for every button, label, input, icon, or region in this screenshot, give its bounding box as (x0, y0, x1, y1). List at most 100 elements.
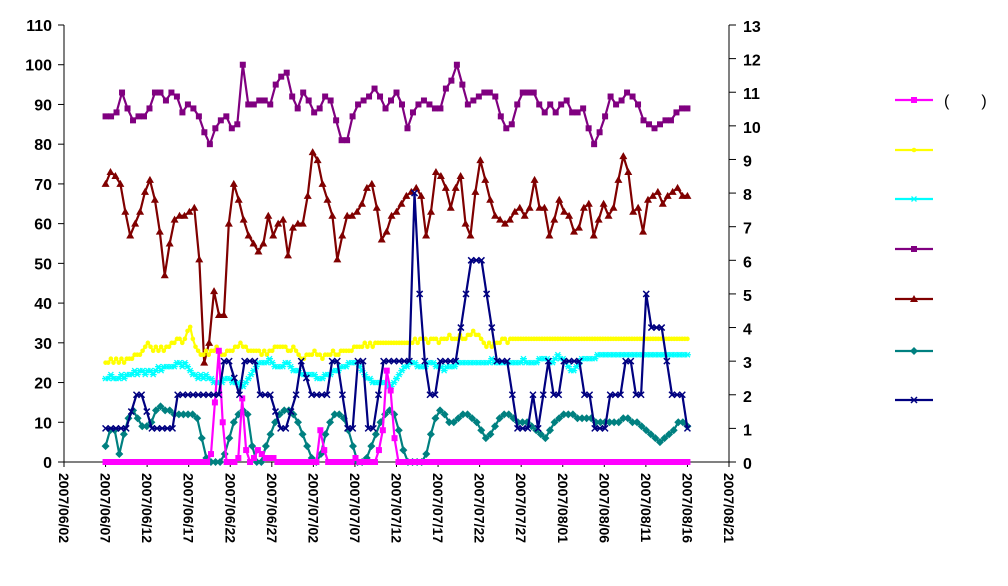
series-5-point (628, 418, 637, 427)
x-tick-label: 2007/08/11 (638, 473, 654, 543)
series-0-point (106, 459, 113, 465)
series-3-point (366, 93, 373, 100)
series-3-point (613, 101, 620, 108)
series-6-point (369, 424, 377, 432)
series-5-point (193, 414, 202, 423)
series-1-point (206, 352, 212, 358)
series-3-point (311, 109, 318, 116)
series-4-point (224, 219, 233, 227)
series-4-point (190, 203, 199, 211)
series-0-point (379, 427, 386, 434)
x-tick-label: 2007/07/27 (513, 473, 529, 543)
y-right-tick-label: 4 (743, 322, 752, 339)
y-right-tick-label: 8 (743, 187, 752, 204)
series-5-point (184, 410, 193, 419)
series-0-point (325, 459, 332, 465)
series-1-point (470, 328, 476, 334)
series-0-point (489, 459, 496, 465)
series-0-point (532, 459, 539, 465)
series-4-point (619, 152, 628, 160)
series-3-point (580, 105, 587, 112)
series-6-point (148, 424, 156, 432)
series-0-point (332, 459, 339, 465)
series-1-point (129, 356, 135, 362)
series-0-point (344, 459, 351, 465)
series-4-point (279, 215, 288, 223)
series-1-point (468, 332, 473, 338)
series-0-point (457, 459, 464, 465)
series-6-point (359, 357, 367, 365)
series-0-point (676, 459, 683, 465)
series-5-point (637, 422, 646, 431)
series-0-group (102, 347, 691, 465)
series-6-point (539, 391, 547, 399)
series-layer (101, 61, 692, 466)
series-4-point (441, 183, 450, 191)
series-0-point (493, 459, 500, 465)
series-1-point (462, 336, 468, 342)
series-2-point (451, 363, 459, 370)
series-3-point (278, 73, 285, 80)
series-5-point (646, 430, 655, 439)
series-0-point (559, 459, 566, 465)
series-3-point (184, 101, 191, 108)
series-4-point (599, 199, 608, 207)
series-0-point (547, 459, 554, 465)
series-6-point (256, 391, 264, 399)
series-1-point (505, 340, 510, 346)
series-1-point (320, 356, 325, 362)
series-5-point (449, 418, 458, 427)
series-2-point (395, 371, 403, 378)
series-0-point (165, 459, 172, 465)
series-2-point (242, 379, 250, 386)
series-2-point (430, 359, 438, 366)
series-3-point (525, 89, 532, 96)
series-3-point (300, 89, 307, 96)
series-1-point (211, 348, 217, 354)
series-6-point (483, 290, 491, 298)
series-3-point (250, 101, 257, 108)
series-4-point (313, 156, 322, 164)
series-0-point (551, 459, 558, 465)
series-3-point (217, 117, 224, 124)
series-0-point (618, 459, 625, 465)
series-0-point (270, 455, 277, 462)
series-1-point (156, 348, 161, 354)
series-3-point (629, 93, 636, 100)
series-3-point (393, 89, 400, 96)
series-4-point (486, 195, 495, 203)
series-3-point (563, 97, 570, 104)
series-5-point (445, 418, 454, 427)
series-6-point (668, 391, 676, 399)
series-2-point (107, 371, 115, 378)
series-4-point (412, 183, 421, 191)
series-0-point (161, 459, 168, 465)
series-3-point (426, 101, 433, 108)
series-6-point (586, 391, 594, 399)
series-6-point (390, 357, 398, 365)
series-3-point (618, 97, 625, 104)
series-3-point (157, 89, 164, 96)
series-6-point (431, 391, 439, 399)
series-3-point (646, 121, 653, 128)
series-5-point (115, 450, 124, 459)
series-0-point (454, 459, 461, 465)
series-6-point (333, 357, 341, 365)
series-0-point (356, 459, 363, 465)
y-left-tick-label: 90 (34, 97, 52, 114)
series-3-point (667, 117, 674, 124)
series-0-point (645, 459, 652, 465)
series-0-point (395, 459, 402, 465)
series-4-point (609, 203, 618, 211)
series-1-point (238, 340, 243, 346)
series-6-point (647, 324, 655, 332)
series-1-point (423, 336, 428, 342)
series-2-point (554, 351, 562, 358)
series-1-point (201, 352, 206, 358)
series-0-point (145, 459, 152, 465)
series-4-point (436, 171, 445, 179)
series-3-point (497, 113, 504, 120)
series-5-point (582, 414, 591, 423)
series-1-point (433, 336, 439, 342)
